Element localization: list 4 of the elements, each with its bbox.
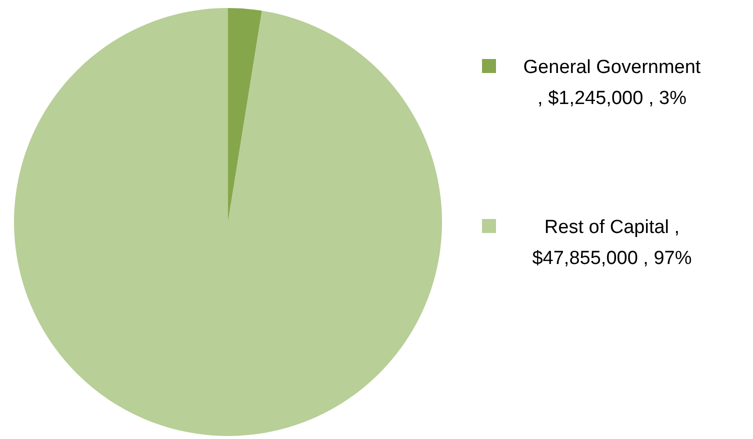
pie-slice <box>228 8 262 222</box>
slice-label: Rest of Capital , $47,855,000 , 97% <box>532 217 692 269</box>
legend-label: General Government , $1,245,000 , 3% <box>523 57 702 109</box>
pie-slice <box>14 8 442 436</box>
